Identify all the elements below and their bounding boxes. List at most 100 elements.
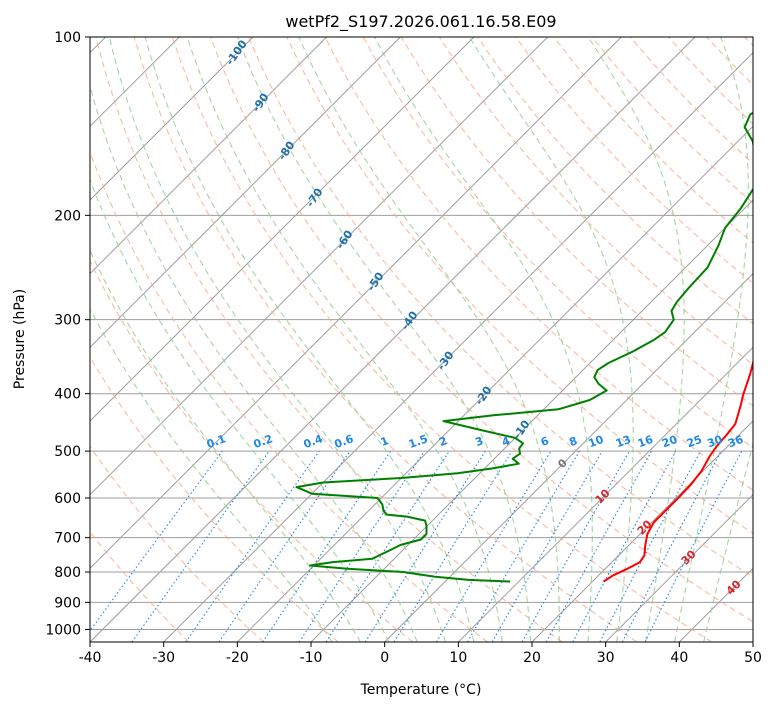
mixing-ratio-label: 10 — [587, 433, 606, 451]
moist-adiabat-line — [237, 37, 532, 642]
x-tick-label: 20 — [523, 650, 541, 666]
dry-adiabat-line — [90, 356, 339, 642]
isotherm-line — [90, 37, 475, 422]
mixing-ratio-label: 16 — [636, 433, 655, 451]
isotherm-line — [90, 37, 401, 349]
mixing-ratio-line — [131, 450, 270, 642]
moist-adiabat-label: 30 — [679, 547, 699, 567]
dry-adiabat-line — [286, 37, 753, 534]
moist-adiabat-line — [90, 307, 333, 642]
moist-adiabat-line — [90, 178, 390, 642]
moist-adiabat-label: 10 — [593, 486, 613, 506]
temperature-profile-line — [602, 358, 753, 583]
x-tick-label: 50 — [744, 650, 762, 666]
x-axis-label: Temperature (°C) — [360, 682, 482, 698]
y-tick-label: 700 — [54, 531, 81, 547]
y-tick-label: 400 — [54, 387, 81, 403]
x-tick-label: -30 — [152, 650, 175, 666]
y-tick-label: 600 — [54, 491, 81, 507]
moist-adiabat-line — [587, 37, 685, 642]
mixing-ratio-label: 0.1 — [205, 432, 228, 451]
moist-adiabat-line — [108, 37, 447, 642]
moist-adiabat-line — [703, 441, 753, 642]
dry-adiabat-line — [171, 37, 712, 642]
dry-adiabat-line — [209, 37, 753, 623]
mixing-ratio-line — [467, 450, 580, 642]
isotherm-line — [310, 199, 753, 642]
background-lines — [90, 37, 753, 642]
moist-adiabat-line — [674, 37, 749, 642]
y-tick-label: 200 — [54, 208, 81, 224]
moist-adiabat-line — [469, 37, 634, 642]
mixing-ratio-label: 3 — [473, 434, 485, 449]
dry-adiabat-line — [90, 259, 414, 642]
dry-adiabat-line — [90, 531, 190, 642]
mixing-ratio-label: 25 — [685, 433, 704, 450]
mixing-ratio-line — [393, 450, 513, 642]
dry-adiabat-line — [744, 37, 753, 47]
dewpoint-profile-line — [295, 111, 753, 583]
dry-adiabat-line — [90, 150, 488, 642]
dry-adiabat-line — [95, 37, 563, 642]
y-tick-label: 800 — [54, 565, 81, 581]
dry-adiabat-label: -100 — [223, 37, 250, 67]
x-tick-label: -40 — [79, 650, 102, 666]
y-axis-label: Pressure (hPa) — [12, 289, 28, 389]
dry-adiabat-line — [90, 445, 264, 642]
mixing-ratio-line — [218, 450, 351, 642]
isotherm-line — [605, 493, 753, 642]
mixing-ratio-line — [644, 450, 743, 642]
mixing-ratio-label: 20 — [660, 433, 679, 451]
plot-frame — [89, 36, 754, 643]
moist-adiabat-line — [374, 37, 593, 642]
mixing-ratio-label: 4 — [500, 434, 512, 449]
line-labels: -100-90-80-70-60-50-40-30-20-10102030400… — [205, 37, 745, 597]
dry-adiabat-line — [515, 37, 753, 284]
isotherm-line — [90, 37, 622, 570]
y-tick-label: 100 — [54, 30, 81, 46]
y-tick-label: 1000 — [45, 622, 81, 638]
mixing-ratio-line — [521, 450, 630, 642]
x-tick-label: 40 — [670, 650, 688, 666]
y-tick-label: 900 — [54, 595, 81, 611]
mixing-ratio-line — [90, 450, 223, 632]
moist-adiabat-line — [298, 37, 560, 642]
x-tick-label: 0 — [380, 650, 389, 666]
isotherm-line — [384, 272, 753, 642]
dry-adiabat-label: -40 — [399, 309, 421, 333]
mixing-ratio-line — [325, 450, 450, 642]
mixing-ratio-label: 0.4 — [302, 432, 325, 451]
dry-adiabat-line — [133, 37, 638, 642]
isotherm-line — [236, 125, 753, 642]
mixing-ratio-line — [185, 450, 320, 642]
x-tick-label: -10 — [300, 650, 323, 666]
mixing-ratio-label: 0.2 — [252, 432, 275, 451]
mixing-ratio-label: 36 — [726, 433, 745, 451]
isotherm-line — [531, 420, 753, 642]
dry-adiabat-line — [248, 37, 753, 578]
isotherm-line — [90, 37, 328, 275]
mixing-ratio-label: 0.6 — [333, 432, 356, 451]
x-tick-label: 10 — [449, 650, 467, 666]
moist-adiabat-line — [186, 37, 503, 642]
mixing-ratio-line — [599, 450, 701, 642]
mixing-ratio-label: 8 — [567, 434, 579, 449]
mixing-ratio-label: 13 — [614, 433, 633, 450]
isotherm-line — [90, 37, 549, 496]
moist-adiabat-line — [144, 37, 475, 642]
isotherm-line — [457, 346, 753, 642]
mixing-ratio-label: 6 — [539, 434, 551, 449]
y-tick-label: 500 — [54, 444, 81, 460]
isotherm-line — [90, 37, 696, 642]
dry-adiabat-line — [553, 37, 753, 244]
moist-adiabat-line — [90, 249, 362, 642]
isotherm-line — [752, 641, 753, 642]
mixing-ratio-line — [572, 450, 677, 642]
mixing-ratio-label: 1.5 — [407, 432, 430, 451]
mixing-ratio-line — [545, 450, 653, 642]
data-lines — [295, 111, 753, 583]
chart-title: wetPf2_S197.2026.061.16.58.E09 — [285, 12, 556, 32]
dry-adiabat-line — [324, 37, 753, 491]
